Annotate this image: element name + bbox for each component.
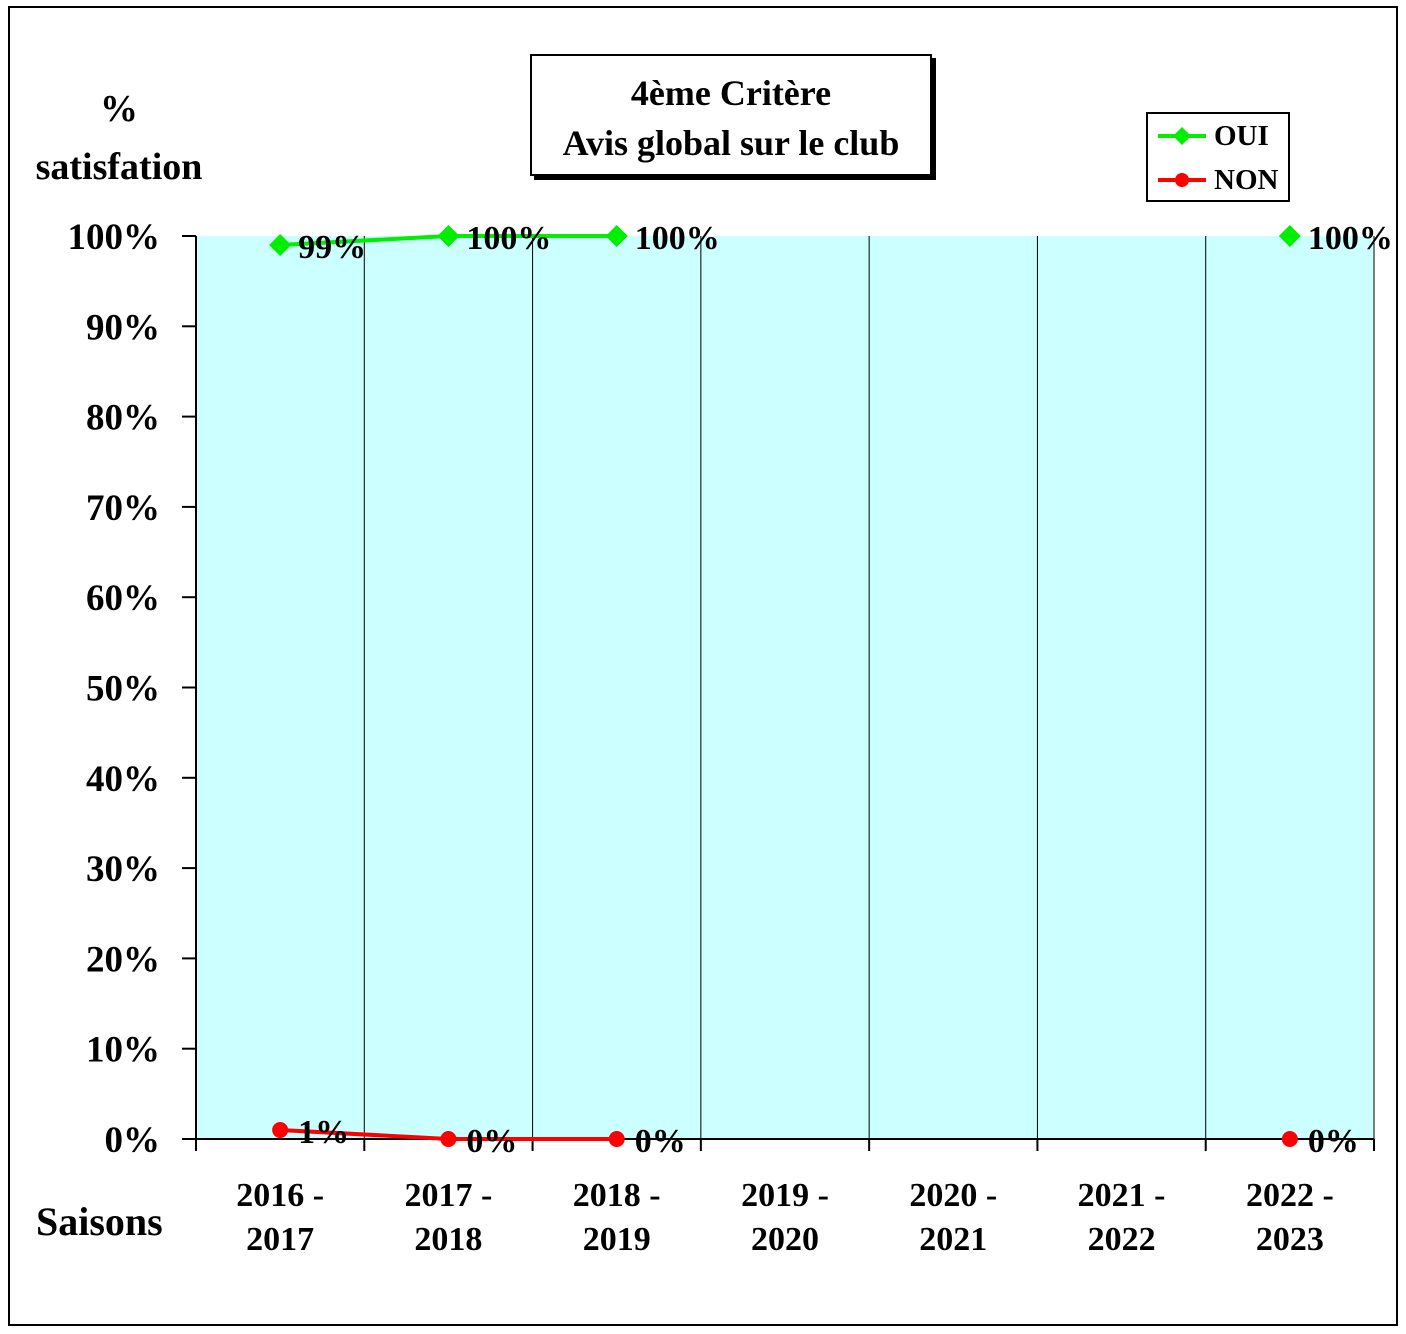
y-axis-title: % satisfation xyxy=(14,80,224,196)
data-label-non: 0% xyxy=(1308,1123,1359,1160)
x-tick-label: 2023 xyxy=(1256,1221,1324,1258)
y-axis-title-line2: satisfation xyxy=(35,146,203,188)
data-point-non xyxy=(1281,1131,1298,1147)
series-line-oui xyxy=(280,234,449,248)
data-point-non xyxy=(272,1121,289,1138)
y-tick-label: 60% xyxy=(86,578,160,619)
chart-title-box: 4ème Critère Avis global sur le club xyxy=(530,54,932,176)
x-tick-label: 2021 xyxy=(919,1221,987,1258)
x-tick-label: 2018 - xyxy=(573,1177,661,1214)
chart-frame xyxy=(8,6,1398,1326)
x-tick-label: 2018 xyxy=(414,1221,482,1258)
data-point-non xyxy=(608,1131,625,1147)
y-tick-label: 90% xyxy=(86,307,160,348)
y-tick-label: 30% xyxy=(86,849,160,890)
y-tick-label: 70% xyxy=(86,488,160,529)
chart-title-line1: 4ème Critère xyxy=(630,73,832,113)
legend-marker-oui xyxy=(1158,127,1206,145)
data-label-oui: 100% xyxy=(466,220,551,257)
series-line-non xyxy=(280,1127,449,1141)
x-tick-label: 2016 - xyxy=(236,1177,324,1214)
data-point-oui xyxy=(605,225,628,247)
data-label-oui: 100% xyxy=(1308,220,1393,257)
y-tick-label: 100% xyxy=(68,217,161,258)
x-tick-label: 2019 xyxy=(583,1221,651,1258)
legend-label-oui: OUI xyxy=(1214,119,1269,152)
y-tick-label: 10% xyxy=(86,1030,160,1071)
x-tick-label: 2022 xyxy=(1088,1221,1156,1258)
data-point-oui xyxy=(437,225,460,247)
data-label-oui: 100% xyxy=(635,220,720,257)
data-label-non: 0% xyxy=(635,1123,686,1160)
data-label-non: 0% xyxy=(466,1123,517,1160)
data-point-non xyxy=(440,1131,457,1147)
legend-item-oui: OUI xyxy=(1156,116,1269,156)
data-label-non: 1% xyxy=(298,1114,349,1151)
y-tick-label: 20% xyxy=(86,939,160,980)
chart-title-line2: Avis global sur le club xyxy=(562,123,900,163)
x-tick-label: 2017 - xyxy=(405,1177,493,1214)
x-tick-label: 2020 - xyxy=(909,1177,997,1214)
y-tick-label: 40% xyxy=(86,759,160,800)
legend: OUI NON xyxy=(1146,112,1290,202)
data-label-oui: 99% xyxy=(298,229,366,266)
x-tick-label: 2020 xyxy=(751,1221,819,1258)
data-point-oui xyxy=(1278,225,1301,247)
x-tick-label: 2019 - xyxy=(741,1177,829,1214)
data-point-oui xyxy=(269,234,292,257)
plot-area xyxy=(196,236,1374,1139)
legend-label-non: NON xyxy=(1214,163,1279,196)
y-tick-label: 80% xyxy=(86,398,160,439)
x-tick-label: 2022 - xyxy=(1246,1177,1334,1214)
x-axis-title: Saisons xyxy=(36,1199,163,1244)
y-tick-label: 50% xyxy=(86,669,160,710)
y-axis-title-line1: % xyxy=(100,88,138,130)
legend-marker-non xyxy=(1158,173,1206,187)
y-tick-label: 0% xyxy=(105,1120,161,1161)
legend-item-non: NON xyxy=(1156,160,1278,200)
x-tick-label: 2017 xyxy=(246,1221,314,1258)
x-tick-label: 2021 - xyxy=(1078,1177,1166,1214)
